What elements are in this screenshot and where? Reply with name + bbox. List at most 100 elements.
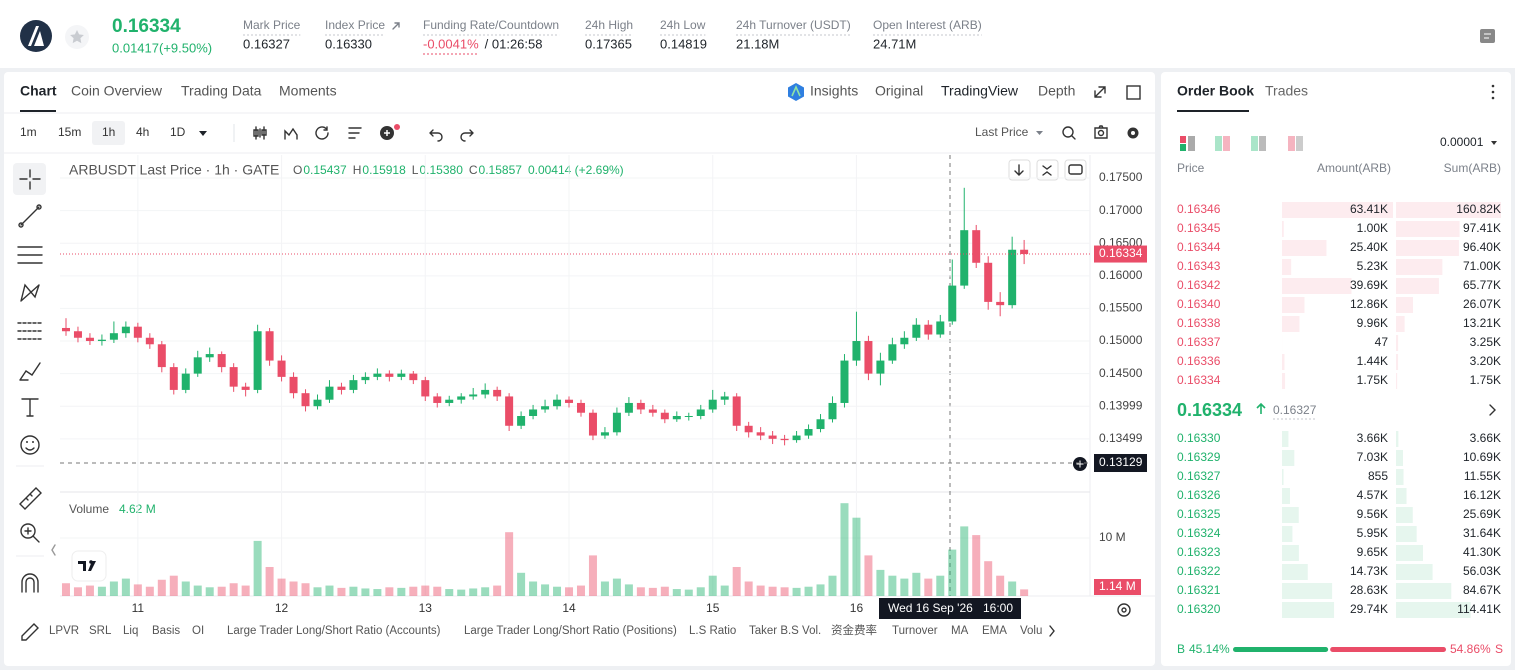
indicator[interactable]: Large Trader Long/Short Ratio (Positions… (464, 625, 677, 637)
candle-body (696, 409, 705, 416)
y-tick-label: 0.13499 (1099, 431, 1143, 445)
stat-label: 24h High (585, 18, 633, 32)
interval[interactable]: 4h (136, 125, 149, 139)
precision-caret[interactable] (1491, 141, 1497, 145)
book-price[interactable]: 0.16342 (1177, 278, 1221, 292)
tab[interactable]: Original (875, 83, 923, 99)
volume-bar (241, 585, 250, 596)
book-price[interactable]: 0.16338 (1177, 316, 1221, 330)
tab[interactable]: TradingView (941, 83, 1019, 99)
indicator[interactable]: Volu (1020, 625, 1042, 637)
tab[interactable]: Coin Overview (71, 83, 163, 99)
tab[interactable]: Depth (1038, 83, 1075, 99)
volume-bar (505, 532, 514, 596)
chart-settings[interactable] (1117, 603, 1131, 617)
indicator[interactable]: LPVR (49, 625, 79, 637)
expand-icon[interactable] (1094, 86, 1106, 98)
index-link-icon[interactable] (392, 22, 400, 30)
book-tab[interactable]: Trades (1265, 83, 1308, 99)
tab[interactable]: Insights (810, 83, 858, 99)
indicator[interactable]: MA (951, 625, 969, 637)
chart-buttons[interactable] (1008, 159, 1087, 181)
book-price[interactable]: 0.16337 (1177, 335, 1221, 349)
candle-body (373, 373, 382, 377)
tab[interactable]: Moments (279, 83, 337, 99)
add-alert-button[interactable] (1073, 457, 1087, 471)
indicator[interactable]: 资金费率 (831, 623, 877, 637)
book-sum: 25.69K (1463, 507, 1501, 521)
book-tab[interactable]: Order Book (1177, 83, 1254, 99)
book-price[interactable]: 0.16322 (1177, 564, 1221, 578)
tab[interactable]: Chart (20, 83, 57, 99)
book-price[interactable]: 0.16346 (1177, 202, 1221, 216)
volume-bar (792, 587, 801, 596)
candle-body (349, 380, 358, 390)
precision[interactable]: 0.00001 (1440, 135, 1484, 149)
indicator[interactable]: Basis (152, 625, 180, 637)
indicator[interactable]: Taker B.S Vol. (749, 625, 821, 637)
indicator[interactable]: EMA (982, 625, 1007, 637)
indicators-next[interactable] (1049, 625, 1055, 637)
volume-bar (660, 586, 669, 596)
indicator[interactable]: Liq (123, 625, 138, 637)
book-layout-buttons[interactable] (1180, 136, 1303, 151)
book-price[interactable]: 0.16336 (1177, 354, 1221, 368)
candle-body (361, 376, 370, 381)
volume-bar (780, 587, 789, 596)
indicator[interactable]: Turnover (892, 625, 938, 637)
book-amount: 47 (1375, 335, 1389, 349)
volume-bar (972, 535, 981, 596)
book-price[interactable]: 0.16330 (1177, 431, 1221, 445)
favorite-button[interactable] (65, 25, 89, 49)
book-price[interactable]: 0.16326 (1177, 488, 1221, 502)
book-price[interactable]: 0.16344 (1177, 240, 1221, 254)
x-tick-label: 15 (706, 601, 720, 615)
book-price[interactable]: 0.16320 (1177, 602, 1221, 616)
x-tick-label: 12 (275, 601, 289, 615)
book-price[interactable]: 0.16325 (1177, 507, 1221, 521)
dropdown-caret[interactable] (199, 131, 207, 136)
book-price[interactable]: 0.16329 (1177, 450, 1221, 464)
window-icon[interactable] (1126, 85, 1141, 100)
indicator[interactable]: L.S Ratio (689, 625, 736, 637)
volume-bar (337, 587, 346, 596)
book-price[interactable]: 0.16343 (1177, 259, 1221, 273)
drawing-tools[interactable] (13, 163, 46, 641)
more-icon[interactable] (1491, 84, 1495, 100)
candle-body (864, 341, 873, 374)
candle-body (840, 360, 849, 403)
amount-depth-bar (1282, 431, 1289, 447)
expand-arrow[interactable] (1489, 404, 1496, 416)
book-price[interactable]: 0.16321 (1177, 583, 1221, 597)
amount-depth-bar (1282, 507, 1299, 523)
interval[interactable]: 1h (102, 125, 115, 139)
interval[interactable]: 15m (58, 125, 81, 139)
interval[interactable]: 1m (20, 125, 37, 139)
amount-depth-bar (1282, 373, 1286, 389)
volume-bar (361, 588, 370, 596)
indicator[interactable]: Large Trader Long/Short Ratio (Accounts) (227, 625, 441, 637)
x-tick-label: 14 (562, 601, 576, 615)
price-type[interactable]: Last Price (975, 125, 1029, 139)
book-price[interactable]: 0.16334 (1177, 373, 1221, 387)
toolbar-icons[interactable] (253, 124, 1139, 142)
tradingview-logo[interactable] (71, 550, 107, 582)
book-price[interactable]: 0.16324 (1177, 526, 1221, 540)
legend-change: 0.00414 (+2.69%) (528, 163, 624, 177)
book-price[interactable]: 0.16345 (1177, 221, 1221, 235)
candle-body (121, 326, 130, 334)
volume-label: Volume (69, 502, 109, 516)
sum-depth-bar (1396, 221, 1460, 237)
book-price[interactable]: 0.16340 (1177, 297, 1221, 311)
logo[interactable] (20, 20, 52, 52)
indicator[interactable]: OI (192, 625, 204, 637)
interval[interactable]: 1D (170, 125, 186, 139)
indicator[interactable]: SRL (89, 625, 112, 637)
book-price[interactable]: 0.16323 (1177, 545, 1221, 559)
notes-icon[interactable] (1480, 29, 1495, 43)
candle-body (541, 406, 550, 410)
book-price[interactable]: 0.16327 (1177, 469, 1221, 483)
candle-body (565, 399, 574, 403)
tab[interactable]: Trading Data (181, 83, 262, 99)
collapse-handle[interactable] (51, 544, 56, 556)
